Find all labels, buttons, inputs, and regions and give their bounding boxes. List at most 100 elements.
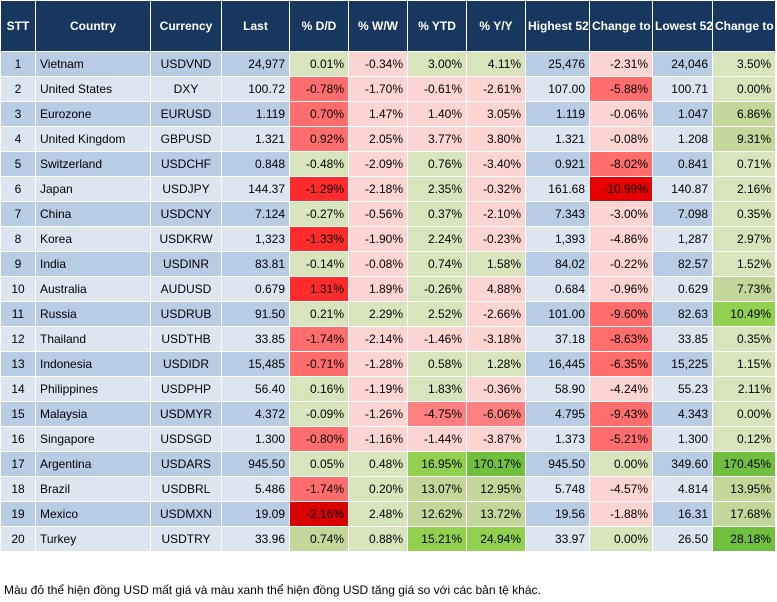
cell-highest-52w: 16,445 [525, 351, 590, 377]
cell-stt: 3 [0, 101, 36, 127]
table-row: 9 India USDINR 83.81 -0.14% -0.08% 0.74% 1.58% 8… [0, 251, 776, 277]
cell-lowest-52w: 55.23 [652, 376, 713, 402]
cell-pct-yy: -3.40% [466, 151, 526, 177]
cell-pct-dd: 0.70% [289, 101, 349, 127]
cell-change-to-l52w: 28.18% [712, 526, 776, 552]
table-row: 7 China USDCNY 7.124 -0.27% -0.56% 0.37% -2.10%… [0, 201, 776, 227]
cell-pct-ww: 0.20% [348, 476, 408, 502]
cell-pct-ytd: 3.00% [407, 51, 467, 77]
header-row: STT Country Currency Last % D/D % W/W % … [0, 0, 776, 52]
cell-pct-ytd: -1.44% [407, 426, 467, 452]
cell-pct-ytd: 0.58% [407, 351, 467, 377]
cell-pct-yy: 1.28% [466, 351, 526, 377]
cell-stt: 7 [0, 201, 36, 227]
cell-pct-yy: 13.72% [466, 501, 526, 527]
cell-pct-ytd: -0.61% [407, 76, 467, 102]
cell-lowest-52w: 1.208 [652, 126, 713, 152]
header-last: Last [221, 0, 290, 52]
cell-stt: 16 [0, 426, 36, 452]
cell-change-to-h52w: -0.06% [589, 101, 653, 127]
cell-lowest-52w: 82.57 [652, 251, 713, 277]
cell-last: 24,977 [221, 51, 290, 77]
cell-highest-52w: 19.56 [525, 501, 590, 527]
cell-change-to-l52w: 17.68% [712, 501, 776, 527]
cell-highest-52w: 84.02 [525, 251, 590, 277]
cell-pct-yy: 3.05% [466, 101, 526, 127]
cell-change-to-h52w: -5.88% [589, 76, 653, 102]
cell-currency: USDMXN [150, 501, 222, 527]
cell-highest-52w: 0.684 [525, 276, 590, 302]
cell-highest-52w: 1.119 [525, 101, 590, 127]
cell-currency: GBPUSD [150, 126, 222, 152]
cell-stt: 4 [0, 126, 36, 152]
cell-change-to-l52w: 0.12% [712, 426, 776, 452]
cell-pct-yy: -6.06% [466, 401, 526, 427]
cell-pct-dd: 0.01% [289, 51, 349, 77]
cell-pct-ytd: 16.95% [407, 451, 467, 477]
cell-pct-ww: 2.05% [348, 126, 408, 152]
cell-country: Malaysia [35, 401, 151, 427]
cell-pct-ww: -2.09% [348, 151, 408, 177]
cell-pct-ytd: -0.26% [407, 276, 467, 302]
cell-change-to-l52w: 3.50% [712, 51, 776, 77]
cell-pct-ww: 0.88% [348, 526, 408, 552]
cell-change-to-l52w: 1.52% [712, 251, 776, 277]
header-highest-52w: Highest 52W [525, 0, 590, 52]
cell-country: Russia [35, 301, 151, 327]
cell-currency: USDIDR [150, 351, 222, 377]
header-pct-ytd: % YTD [407, 0, 467, 52]
cell-pct-ww: -0.08% [348, 251, 408, 277]
cell-change-to-h52w: -0.08% [589, 126, 653, 152]
cell-pct-yy: -3.18% [466, 326, 526, 352]
cell-pct-dd: -0.48% [289, 151, 349, 177]
table-row: 3 Eurozone EURUSD 1.119 0.70% 1.47% 1.40% 3.05%… [0, 101, 776, 127]
cell-pct-ww: 0.48% [348, 451, 408, 477]
cell-currency: AUDUSD [150, 276, 222, 302]
cell-pct-dd: -1.74% [289, 326, 349, 352]
cell-last: 33.96 [221, 526, 290, 552]
cell-country: India [35, 251, 151, 277]
cell-country: Switzerland [35, 151, 151, 177]
cell-currency: USDJPY [150, 176, 222, 202]
cell-lowest-52w: 4.343 [652, 401, 713, 427]
cell-stt: 18 [0, 476, 36, 502]
cell-pct-yy: 12.95% [466, 476, 526, 502]
cell-highest-52w: 0.921 [525, 151, 590, 177]
cell-change-to-h52w: -0.22% [589, 251, 653, 277]
cell-highest-52w: 945.50 [525, 451, 590, 477]
cell-lowest-52w: 140.87 [652, 176, 713, 202]
cell-highest-52w: 1,393 [525, 226, 590, 252]
cell-stt: 14 [0, 376, 36, 402]
cell-change-to-l52w: 0.00% [712, 76, 776, 102]
table-row: 16 Singapore USDSGD 1.300 -0.80% -1.16% -1.44%… [0, 426, 776, 452]
cell-pct-ytd: 2.52% [407, 301, 467, 327]
cell-pct-dd: -0.80% [289, 426, 349, 452]
cell-pct-ww: 1.47% [348, 101, 408, 127]
header-pct-dd: % D/D [289, 0, 349, 52]
cell-pct-dd: 0.05% [289, 451, 349, 477]
cell-pct-ytd: 3.77% [407, 126, 467, 152]
cell-country: Indonesia [35, 351, 151, 377]
cell-pct-ww: 2.48% [348, 501, 408, 527]
cell-lowest-52w: 4.814 [652, 476, 713, 502]
cell-change-to-h52w: -2.31% [589, 51, 653, 77]
cell-change-to-h52w: -9.60% [589, 301, 653, 327]
cell-pct-ww: -1.16% [348, 426, 408, 452]
cell-pct-ww: -2.18% [348, 176, 408, 202]
cell-change-to-l52w: 9.31% [712, 126, 776, 152]
cell-change-to-l52w: 10.49% [712, 301, 776, 327]
cell-stt: 11 [0, 301, 36, 327]
cell-pct-yy: -2.61% [466, 76, 526, 102]
cell-lowest-52w: 100.71 [652, 76, 713, 102]
table-row: 20 Turkey USDTRY 33.96 0.74% 0.88% 15.21% 24.94… [0, 526, 776, 552]
cell-lowest-52w: 16.31 [652, 501, 713, 527]
cell-stt: 10 [0, 276, 36, 302]
cell-highest-52w: 5.748 [525, 476, 590, 502]
cell-pct-dd: -0.27% [289, 201, 349, 227]
currency-table: STT Country Currency Last % D/D % W/W % … [0, 0, 776, 552]
cell-highest-52w: 37.18 [525, 326, 590, 352]
cell-country: Argentina [35, 451, 151, 477]
cell-currency: USDCNY [150, 201, 222, 227]
cell-lowest-52w: 26.50 [652, 526, 713, 552]
cell-last: 19.09 [221, 501, 290, 527]
